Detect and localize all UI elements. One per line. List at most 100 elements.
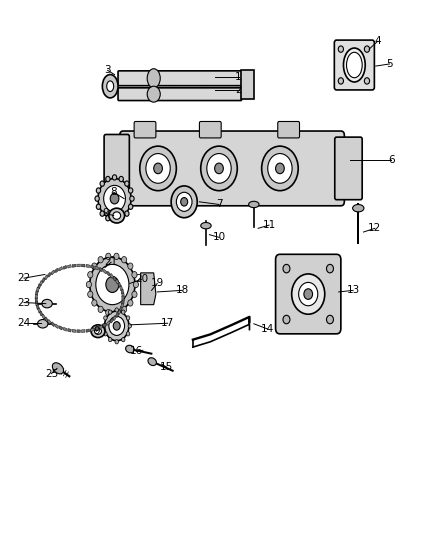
Circle shape	[119, 215, 124, 221]
Circle shape	[133, 281, 138, 288]
Polygon shape	[122, 296, 124, 301]
Text: 11: 11	[262, 220, 276, 230]
Circle shape	[121, 306, 127, 312]
Circle shape	[121, 256, 127, 263]
Polygon shape	[118, 310, 121, 314]
Polygon shape	[38, 308, 41, 313]
Circle shape	[88, 291, 93, 297]
Polygon shape	[110, 273, 114, 278]
Polygon shape	[81, 329, 85, 333]
FancyBboxPatch shape	[334, 40, 374, 90]
Ellipse shape	[109, 208, 124, 223]
Circle shape	[114, 253, 119, 260]
Polygon shape	[47, 272, 51, 277]
Circle shape	[113, 217, 117, 222]
Circle shape	[100, 211, 104, 216]
Circle shape	[154, 163, 162, 174]
FancyBboxPatch shape	[276, 254, 341, 334]
Text: 3: 3	[104, 66, 111, 75]
Polygon shape	[63, 265, 67, 269]
Circle shape	[106, 253, 111, 260]
Text: 17: 17	[161, 318, 174, 328]
Circle shape	[299, 282, 318, 306]
Polygon shape	[51, 322, 55, 327]
Text: 19: 19	[151, 278, 164, 288]
Polygon shape	[77, 264, 80, 267]
Circle shape	[128, 324, 131, 328]
Polygon shape	[118, 282, 121, 287]
Polygon shape	[115, 279, 119, 284]
Circle shape	[126, 332, 130, 336]
Circle shape	[128, 263, 133, 269]
Circle shape	[125, 211, 129, 216]
Circle shape	[215, 163, 223, 174]
Text: 9: 9	[102, 208, 109, 219]
Ellipse shape	[52, 363, 64, 374]
Circle shape	[110, 193, 119, 204]
Ellipse shape	[147, 86, 160, 102]
Ellipse shape	[353, 205, 364, 212]
Circle shape	[106, 176, 110, 182]
Circle shape	[96, 204, 101, 209]
Polygon shape	[115, 312, 119, 318]
FancyBboxPatch shape	[199, 122, 221, 138]
Circle shape	[109, 310, 112, 314]
Ellipse shape	[42, 300, 52, 308]
Text: 16: 16	[130, 346, 143, 357]
Ellipse shape	[95, 328, 102, 334]
Circle shape	[292, 274, 325, 314]
Ellipse shape	[102, 75, 118, 98]
Circle shape	[115, 308, 118, 312]
FancyBboxPatch shape	[118, 71, 242, 86]
FancyBboxPatch shape	[134, 122, 156, 138]
Circle shape	[106, 310, 111, 316]
Circle shape	[104, 185, 125, 212]
Text: 14: 14	[261, 324, 274, 334]
Circle shape	[171, 186, 197, 217]
Polygon shape	[39, 311, 43, 316]
Circle shape	[326, 264, 333, 273]
Bar	[241, 70, 254, 100]
Text: 12: 12	[368, 223, 381, 233]
Polygon shape	[121, 303, 124, 308]
Circle shape	[86, 281, 92, 288]
Polygon shape	[95, 266, 99, 270]
Polygon shape	[67, 328, 71, 332]
Circle shape	[102, 324, 106, 328]
Text: 22: 22	[18, 273, 31, 283]
Circle shape	[96, 264, 129, 305]
Circle shape	[338, 46, 343, 52]
Circle shape	[92, 300, 97, 306]
Polygon shape	[121, 289, 124, 294]
Circle shape	[326, 316, 333, 324]
Polygon shape	[67, 264, 71, 268]
Ellipse shape	[113, 212, 120, 219]
Circle shape	[98, 179, 131, 219]
Polygon shape	[102, 323, 107, 327]
Circle shape	[113, 175, 117, 180]
Text: 5: 5	[386, 59, 393, 69]
Circle shape	[207, 154, 231, 183]
Polygon shape	[72, 264, 76, 268]
Circle shape	[261, 146, 298, 191]
Text: 1: 1	[235, 71, 242, 82]
Polygon shape	[42, 278, 45, 282]
Ellipse shape	[346, 52, 362, 78]
Circle shape	[121, 310, 125, 314]
Polygon shape	[55, 324, 59, 328]
Text: 10: 10	[212, 232, 226, 243]
Circle shape	[114, 310, 119, 316]
Circle shape	[276, 163, 284, 174]
Polygon shape	[102, 269, 107, 274]
FancyBboxPatch shape	[118, 88, 242, 101]
FancyBboxPatch shape	[278, 122, 300, 138]
Polygon shape	[95, 327, 99, 330]
Circle shape	[283, 316, 290, 324]
Circle shape	[106, 215, 110, 221]
Polygon shape	[99, 268, 103, 272]
Circle shape	[88, 271, 93, 278]
Polygon shape	[81, 264, 85, 267]
Text: 21: 21	[104, 257, 118, 267]
Text: 9: 9	[93, 326, 99, 336]
Polygon shape	[47, 319, 51, 324]
